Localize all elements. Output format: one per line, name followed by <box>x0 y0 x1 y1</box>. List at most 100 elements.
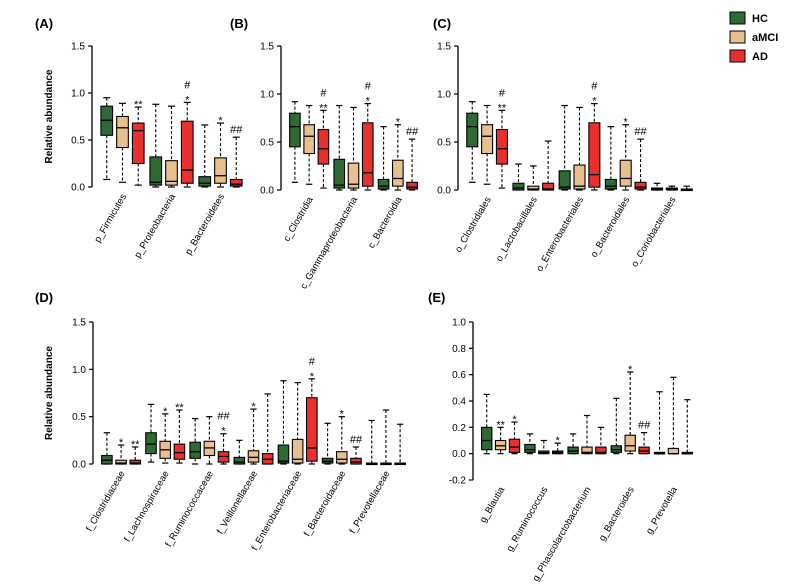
box-HC <box>198 176 212 187</box>
category-f_Prevotellaceae: f_Prevotellaceae <box>348 409 406 536</box>
box-AD <box>542 182 555 191</box>
significance-mark: ## <box>217 411 230 423</box>
y-tick-label: 0.0 <box>452 449 466 460</box>
category-label: p_Firmicutes <box>92 192 129 245</box>
significance-mark: * <box>251 401 256 413</box>
category-label: o_Coriobacteriales <box>629 195 678 269</box>
panel-e: (E)-0.20.00.20.40.60.81.0** *g_Blautia*g_… <box>428 290 693 583</box>
significance-mark: * <box>512 414 517 426</box>
significance-mark: # <box>320 87 327 99</box>
box-aMCI <box>291 438 304 464</box>
y-tick-label: 0.5 <box>71 136 85 147</box>
box-aMCI <box>115 459 127 465</box>
category-label: g_Bacteroides <box>597 485 637 543</box>
legend: HC aMCI AD <box>729 11 778 63</box>
significance-mark: * <box>592 96 597 108</box>
box-aMCI <box>214 157 227 184</box>
box-AD <box>350 457 362 465</box>
y-tick-label: 1.5 <box>260 42 274 53</box>
category-label: p_Bacteroidetes <box>183 192 227 257</box>
significance-mark: # <box>591 81 598 93</box>
significance-mark: * <box>556 435 561 447</box>
significance-mark: ** <box>496 419 505 431</box>
y-tick-label: 0.0 <box>72 460 86 471</box>
significance-mark: * <box>396 117 401 129</box>
box-HC <box>189 441 201 459</box>
box-AD <box>361 122 374 187</box>
significance-mark: * <box>628 364 633 376</box>
box-HC <box>567 446 579 455</box>
panel-letter: (A) <box>35 16 53 31</box>
significance-mark: * <box>310 371 315 383</box>
box-HC <box>604 178 617 190</box>
y-tick-label: 1.0 <box>260 90 274 101</box>
box-aMCI <box>624 434 636 452</box>
y-tick-label: 1.5 <box>71 42 85 53</box>
category-label: o_Bacteroidales <box>589 195 633 260</box>
category-p_Firmicutes: ** p_Firmicutes <box>92 97 145 245</box>
box-AD <box>317 128 330 165</box>
y-tick-label: 1.0 <box>72 365 86 376</box>
significance-mark: * <box>185 94 190 106</box>
significance-mark: # <box>499 87 506 99</box>
panel-letter: (C) <box>433 16 451 31</box>
box-aMCI <box>619 159 632 187</box>
box-HC <box>149 156 163 186</box>
category-label: o_Enterobacteriales <box>534 195 586 274</box>
y-tick-label: 1.0 <box>452 318 466 329</box>
box-aMCI <box>347 162 360 189</box>
legend-swatch-HC <box>729 11 746 25</box>
box-HC <box>610 445 623 453</box>
box-HC <box>289 112 301 148</box>
category-g_Blautia: ** *g_Blautia <box>478 393 521 525</box>
significance-mark: ## <box>230 124 243 136</box>
significance-mark: ** <box>498 102 507 114</box>
category-label: f_Bacteroidaceae <box>302 469 349 539</box>
category-label: g_Blautia <box>478 484 508 524</box>
box-AD <box>229 178 243 187</box>
box-HC <box>512 182 525 191</box>
category-label: f_Enterobacteriaceae <box>250 469 305 553</box>
box-aMCI <box>581 446 593 455</box>
box-aMCI <box>116 115 129 149</box>
category-label: f_Veillonellaceae <box>215 469 260 536</box>
y-tick-label: 1.0 <box>437 90 451 101</box>
box-aMCI <box>247 450 260 463</box>
box-HC <box>524 443 536 453</box>
significance-mark: # <box>365 81 372 93</box>
y-tick-label: -0.2 <box>449 476 467 487</box>
y-tick-label: 0.2 <box>452 423 466 434</box>
box-HC <box>145 432 157 455</box>
box-AD <box>406 181 418 190</box>
y-tick-label: 0.6 <box>452 370 466 381</box>
category-o_Coriobacteriales: o_Coriobacteriales <box>629 182 693 269</box>
y-tick-label: 0.5 <box>72 412 86 423</box>
y-tick-label: 1.5 <box>437 42 451 53</box>
y-tick-label: 0.4 <box>452 397 466 408</box>
box-AD <box>508 438 521 453</box>
box-HC <box>333 158 346 189</box>
box-aMCI <box>527 185 540 191</box>
significance-mark: * <box>366 96 371 108</box>
box-AD <box>131 122 145 165</box>
category-label: f_Prevotellaceae <box>348 469 393 536</box>
legend-swatch-AD <box>729 49 746 63</box>
y-tick-label: 0.5 <box>260 138 274 149</box>
significance-mark: ## <box>638 420 651 432</box>
significance-mark: # <box>184 79 191 91</box>
box-aMCI <box>481 124 494 155</box>
significance-mark: * <box>340 409 345 421</box>
y-tick-label: 1.0 <box>71 89 85 100</box>
significance-mark: ** <box>131 439 140 451</box>
category-label: p_Proteobacteria <box>132 191 178 260</box>
box-HC <box>277 444 290 464</box>
box-aMCI <box>165 160 178 186</box>
significance-mark: * <box>163 406 168 418</box>
box-aMCI <box>573 164 586 190</box>
y-tick-label: 0.0 <box>71 183 85 194</box>
panel-c: (C)0.00.51.01.5**#o_Clostridiales o_Lacto… <box>433 16 693 274</box>
box-HC <box>481 426 493 451</box>
